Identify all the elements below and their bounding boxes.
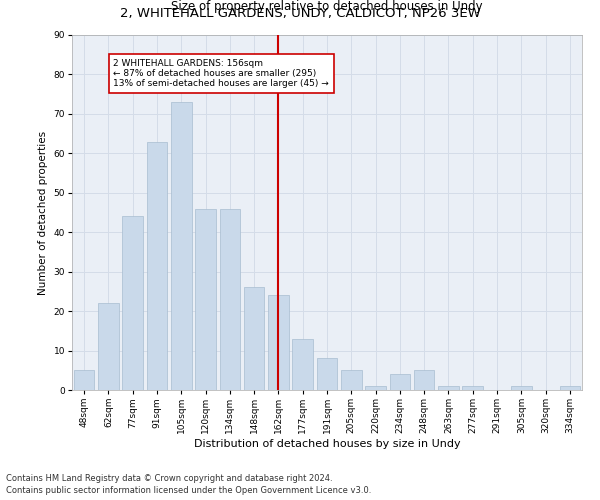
Bar (195, 208, 216, 390)
Bar (268, 296, 289, 390)
Bar (389, 374, 410, 390)
Bar (122, 216, 143, 390)
Bar (414, 370, 434, 390)
X-axis label: Distribution of detached houses by size in Undy: Distribution of detached houses by size … (194, 439, 460, 449)
Bar (317, 358, 337, 390)
Bar (438, 386, 459, 390)
Bar (463, 386, 483, 390)
Bar (146, 142, 167, 390)
Bar (292, 338, 313, 390)
Bar (365, 386, 386, 390)
Text: 2 WHITEHALL GARDENS: 156sqm
← 87% of detached houses are smaller (295)
13% of se: 2 WHITEHALL GARDENS: 156sqm ← 87% of det… (113, 58, 329, 88)
Bar (98, 303, 119, 390)
Bar (220, 208, 240, 390)
Bar (341, 370, 362, 390)
Text: 2, WHITEHALL GARDENS, UNDY, CALDICOT, NP26 3EW: 2, WHITEHALL GARDENS, UNDY, CALDICOT, NP… (119, 8, 481, 20)
Bar (244, 288, 265, 390)
Bar (511, 386, 532, 390)
Y-axis label: Number of detached properties: Number of detached properties (38, 130, 48, 294)
Bar (74, 370, 94, 390)
Text: Contains HM Land Registry data © Crown copyright and database right 2024.
Contai: Contains HM Land Registry data © Crown c… (6, 474, 371, 495)
Title: Size of property relative to detached houses in Undy: Size of property relative to detached ho… (171, 0, 483, 13)
Bar (560, 386, 580, 390)
Bar (171, 102, 191, 390)
